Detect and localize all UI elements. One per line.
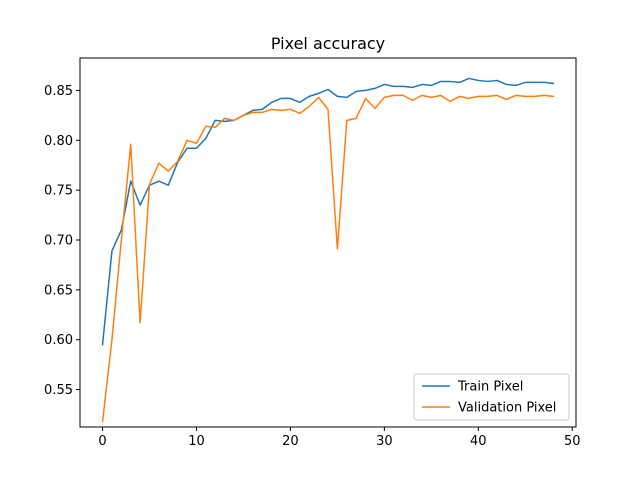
x-tick-label: 50 (564, 434, 581, 449)
y-tick-label: 0.55 (44, 383, 73, 398)
x-tick-label: 0 (98, 434, 106, 449)
x-tick-label: 20 (282, 434, 299, 449)
x-tick-label: 30 (376, 434, 393, 449)
y-tick-label: 0.75 (44, 184, 73, 199)
y-tick-label: 0.70 (44, 234, 73, 249)
legend-box (413, 373, 570, 421)
series-layer (101, 77, 555, 423)
y-tick-label: 0.60 (44, 333, 73, 348)
y-axis-ticks: 0.55 0.60 0.65 0.70 0.75 0.80 0.85 (44, 84, 80, 398)
legend-label: Train Pixel (457, 380, 523, 395)
legend: Train Pixel Validation Pixel (413, 373, 570, 421)
x-axis-ticks: 0 10 20 30 40 50 (98, 427, 581, 449)
y-tick-label: 0.65 (44, 283, 73, 298)
chart-title: Pixel accuracy (271, 34, 385, 53)
plot-frame (79, 57, 577, 428)
x-tick-label: 10 (188, 434, 205, 449)
y-tick-label: 0.80 (44, 134, 73, 149)
legend-label: Validation Pixel (458, 401, 556, 416)
x-tick-label: 40 (470, 434, 487, 449)
series-line-validation-pixel (101, 94, 555, 423)
y-tick-label: 0.85 (44, 84, 73, 99)
